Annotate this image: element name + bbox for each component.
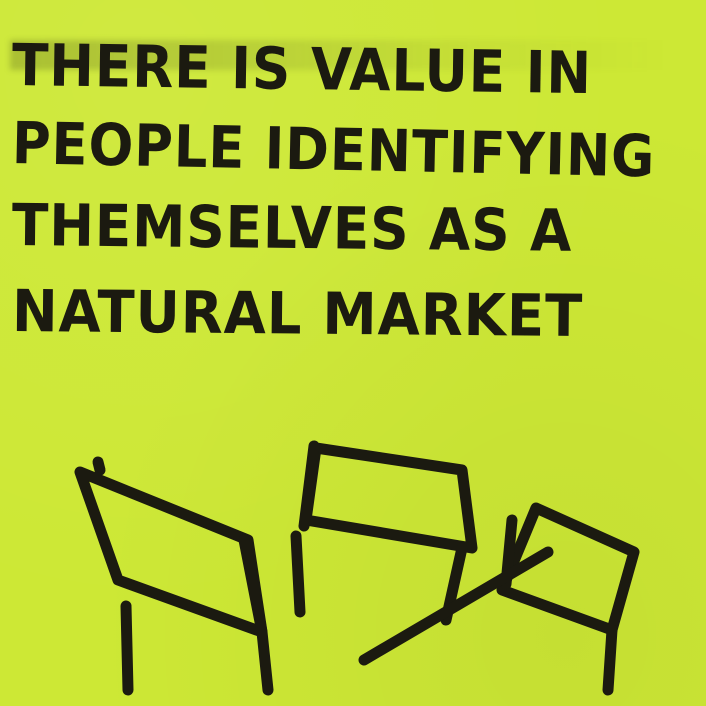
ink-smudge	[10, 40, 670, 70]
diagonal-pole-icon	[358, 546, 554, 666]
right-flag-icon	[496, 502, 640, 696]
middle-flag-icon	[290, 440, 478, 626]
left-flag-icon	[74, 456, 274, 696]
